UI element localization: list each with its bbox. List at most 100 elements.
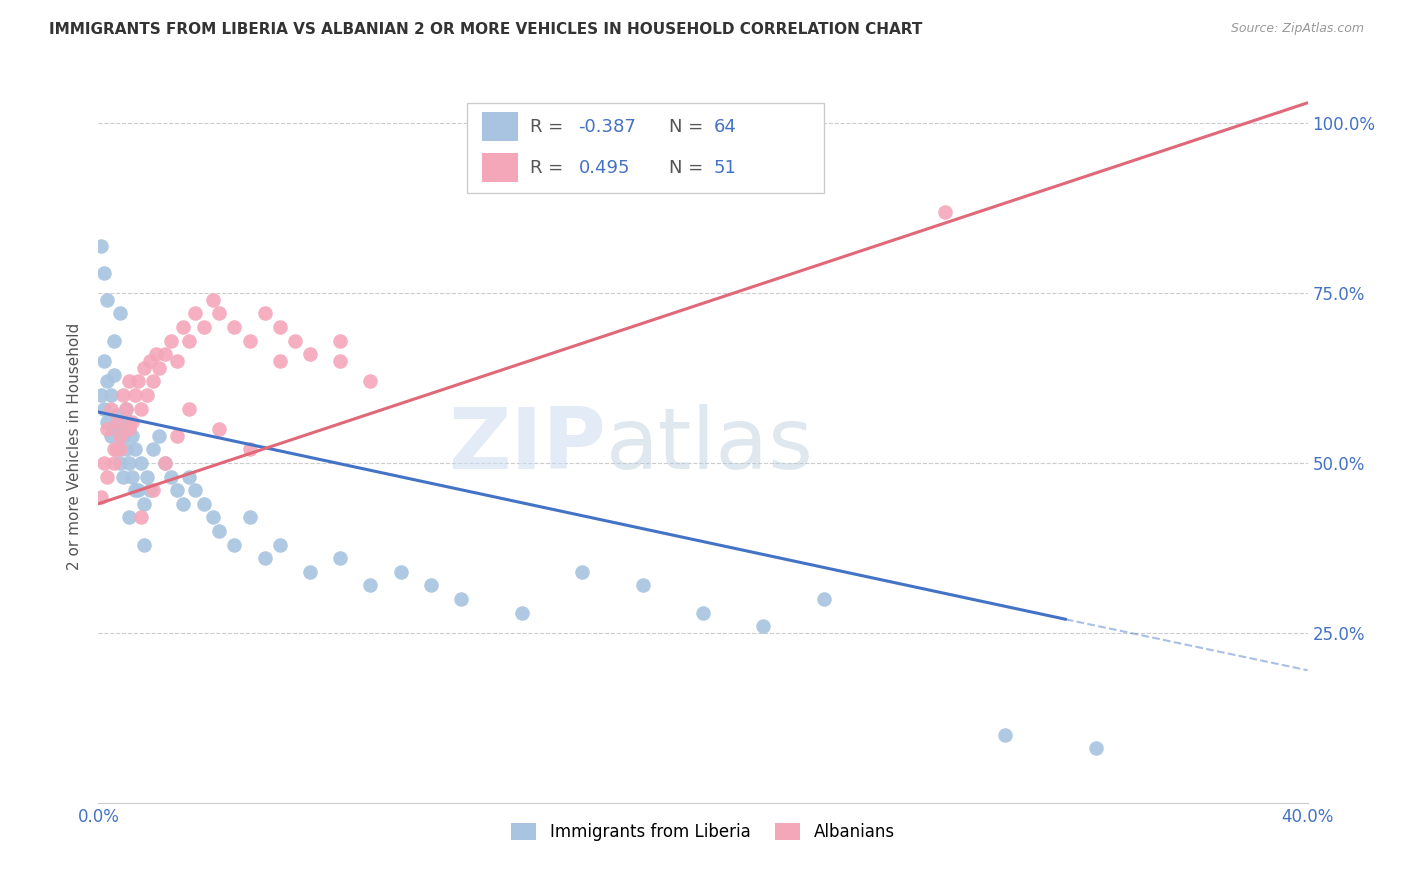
Point — [510, 606, 533, 620]
Point — [299, 347, 322, 361]
Point — [132, 497, 155, 511]
Point — [108, 429, 131, 443]
Point — [179, 401, 201, 416]
Text: N =: N = — [669, 159, 709, 177]
Point — [103, 442, 125, 457]
Point — [118, 422, 141, 436]
Point — [329, 354, 352, 368]
Point — [184, 483, 207, 498]
Point — [93, 456, 115, 470]
Point — [193, 497, 215, 511]
Point — [172, 320, 194, 334]
Point — [329, 334, 352, 348]
Point — [752, 619, 775, 633]
Point — [208, 422, 231, 436]
Text: atlas: atlas — [606, 404, 814, 488]
Point — [202, 293, 225, 307]
Point — [360, 375, 382, 389]
Point — [129, 456, 152, 470]
Bar — [482, 112, 517, 141]
Point — [420, 578, 443, 592]
Point — [153, 456, 176, 470]
Point — [166, 354, 188, 368]
Point — [132, 360, 155, 375]
Point — [179, 469, 201, 483]
Point — [179, 334, 201, 348]
Point — [108, 442, 131, 457]
Point — [994, 728, 1017, 742]
Point — [239, 510, 262, 524]
Point — [148, 360, 170, 375]
Point — [193, 320, 215, 334]
Point — [124, 442, 146, 457]
Point — [1085, 741, 1108, 756]
Point — [93, 401, 115, 416]
Point — [142, 442, 165, 457]
Point — [96, 422, 118, 436]
Text: -0.387: -0.387 — [578, 118, 637, 136]
Point — [114, 401, 136, 416]
Point — [114, 442, 136, 457]
Point — [145, 347, 167, 361]
Point — [96, 469, 118, 483]
FancyBboxPatch shape — [467, 103, 824, 193]
Point — [129, 510, 152, 524]
Text: 0.495: 0.495 — [578, 159, 630, 177]
Point — [389, 565, 412, 579]
Point — [934, 204, 956, 219]
Point — [450, 591, 472, 606]
Point — [105, 442, 128, 457]
Point — [148, 429, 170, 443]
Point — [127, 375, 149, 389]
Point — [124, 388, 146, 402]
Point — [571, 565, 593, 579]
Text: R =: R = — [530, 118, 569, 136]
Point — [139, 354, 162, 368]
Point — [108, 306, 131, 320]
Point — [96, 375, 118, 389]
Point — [118, 375, 141, 389]
Point — [224, 320, 246, 334]
Text: Source: ZipAtlas.com: Source: ZipAtlas.com — [1230, 22, 1364, 36]
Point — [124, 483, 146, 498]
Bar — [482, 153, 517, 182]
Point — [100, 401, 122, 416]
Point — [153, 456, 176, 470]
Point — [208, 306, 231, 320]
Point — [208, 524, 231, 538]
Point — [93, 266, 115, 280]
Point — [284, 334, 307, 348]
Text: 64: 64 — [714, 118, 737, 136]
Text: ZIP: ZIP — [449, 404, 606, 488]
Point — [121, 415, 143, 429]
Point — [269, 537, 291, 551]
Point — [121, 469, 143, 483]
Point — [111, 429, 134, 443]
Point — [103, 456, 125, 470]
Point — [93, 354, 115, 368]
Point — [103, 422, 125, 436]
Point — [90, 490, 112, 504]
Legend: Immigrants from Liberia, Albanians: Immigrants from Liberia, Albanians — [505, 816, 901, 848]
Point — [172, 497, 194, 511]
Text: R =: R = — [530, 159, 575, 177]
Text: 51: 51 — [714, 159, 737, 177]
Point — [118, 510, 141, 524]
Text: IMMIGRANTS FROM LIBERIA VS ALBANIAN 2 OR MORE VEHICLES IN HOUSEHOLD CORRELATION : IMMIGRANTS FROM LIBERIA VS ALBANIAN 2 OR… — [49, 22, 922, 37]
Point — [142, 483, 165, 498]
Point — [184, 306, 207, 320]
Point — [118, 415, 141, 429]
Point — [299, 565, 322, 579]
Point — [160, 469, 183, 483]
Point — [239, 334, 262, 348]
Point — [108, 422, 131, 436]
Point — [96, 415, 118, 429]
Point — [127, 483, 149, 498]
Point — [692, 606, 714, 620]
Point — [105, 415, 128, 429]
Point — [360, 578, 382, 592]
Point — [111, 388, 134, 402]
Point — [202, 510, 225, 524]
Point — [103, 368, 125, 382]
Point — [813, 591, 835, 606]
